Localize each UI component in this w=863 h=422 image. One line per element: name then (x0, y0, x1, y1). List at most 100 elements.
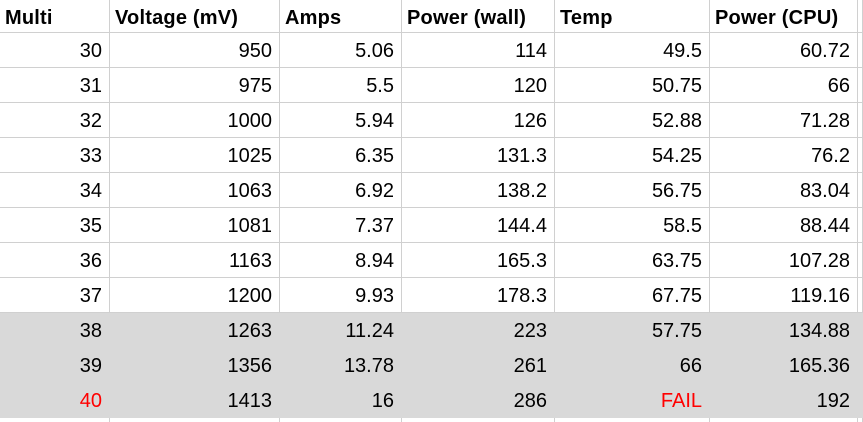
cell-power-cpu[interactable]: 66 (710, 68, 858, 103)
cell-power-wall[interactable]: 120 (402, 68, 555, 103)
cell-amps[interactable]: 6.92 (280, 173, 402, 208)
cell-empty (858, 243, 863, 278)
header-row: Multi Voltage (mV) Amps Power (wall) Tem… (0, 0, 863, 33)
column-header-power-wall[interactable]: Power (wall) (402, 0, 555, 33)
cell-multi[interactable]: 36 (0, 243, 110, 278)
cell-amps[interactable]: 8.94 (280, 243, 402, 278)
cell-power-cpu[interactable]: 192 (710, 383, 858, 418)
cell-temp[interactable]: 58.5 (555, 208, 710, 243)
cell-multi[interactable]: 31 (0, 68, 110, 103)
cell-temp[interactable]: 66 (555, 348, 710, 383)
cell-empty (710, 418, 858, 422)
cell-amps[interactable]: 5.5 (280, 68, 402, 103)
table-row: 37 1200 9.93 178.3 67.75 119.16 (0, 278, 863, 313)
cell-temp[interactable]: 63.75 (555, 243, 710, 278)
cell-empty (858, 278, 863, 313)
cell-power-wall[interactable]: 114 (402, 33, 555, 68)
cell-empty (858, 33, 863, 68)
table-row: 40 1413 16 286 FAIL 192 (0, 383, 863, 418)
cell-empty (858, 68, 863, 103)
cell-empty (858, 138, 863, 173)
cell-temp[interactable]: 52.88 (555, 103, 710, 138)
cell-amps[interactable]: 11.24 (280, 313, 402, 348)
cell-multi[interactable]: 35 (0, 208, 110, 243)
cell-power-cpu[interactable]: 88.44 (710, 208, 858, 243)
table-row: 35 1081 7.37 144.4 58.5 88.44 (0, 208, 863, 243)
cell-voltage[interactable]: 1000 (110, 103, 280, 138)
column-header-multi[interactable]: Multi (0, 0, 110, 33)
cell-temp[interactable]: 54.25 (555, 138, 710, 173)
cell-empty (110, 418, 280, 422)
cell-voltage[interactable]: 1413 (110, 383, 280, 418)
table-row: 30 950 5.06 114 49.5 60.72 (0, 33, 863, 68)
cell-multi[interactable]: 30 (0, 33, 110, 68)
cell-power-wall[interactable]: 286 (402, 383, 555, 418)
cell-power-wall[interactable]: 165.3 (402, 243, 555, 278)
table-row: 31 975 5.5 120 50.75 66 (0, 68, 863, 103)
cell-multi[interactable]: 32 (0, 103, 110, 138)
cell-voltage[interactable]: 975 (110, 68, 280, 103)
cell-amps[interactable]: 13.78 (280, 348, 402, 383)
column-header-voltage[interactable]: Voltage (mV) (110, 0, 280, 33)
cell-empty (555, 418, 710, 422)
cell-amps[interactable]: 16 (280, 383, 402, 418)
cell-power-cpu[interactable]: 60.72 (710, 33, 858, 68)
cell-power-wall[interactable]: 131.3 (402, 138, 555, 173)
cell-amps[interactable]: 5.94 (280, 103, 402, 138)
column-header-power-cpu[interactable]: Power (CPU) (710, 0, 858, 33)
cell-voltage[interactable]: 1200 (110, 278, 280, 313)
cell-power-cpu[interactable]: 76.2 (710, 138, 858, 173)
cell-power-cpu[interactable]: 107.28 (710, 243, 858, 278)
cell-multi[interactable]: 38 (0, 313, 110, 348)
cell-temp[interactable]: 49.5 (555, 33, 710, 68)
cell-voltage[interactable]: 1263 (110, 313, 280, 348)
cell-temp[interactable]: 67.75 (555, 278, 710, 313)
cell-voltage[interactable]: 1063 (110, 173, 280, 208)
table-row: 36 1163 8.94 165.3 63.75 107.28 (0, 243, 863, 278)
cell-empty (280, 418, 402, 422)
table-body: 30 950 5.06 114 49.5 60.72 31 975 5.5 12… (0, 33, 863, 418)
cell-amps[interactable]: 9.93 (280, 278, 402, 313)
cell-empty (858, 0, 863, 33)
cell-power-wall[interactable]: 126 (402, 103, 555, 138)
cell-power-wall[interactable]: 138.2 (402, 173, 555, 208)
cell-empty (858, 348, 863, 383)
column-header-temp[interactable]: Temp (555, 0, 710, 33)
cell-power-wall[interactable]: 178.3 (402, 278, 555, 313)
cell-empty (858, 313, 863, 348)
table-row: 34 1063 6.92 138.2 56.75 83.04 (0, 173, 863, 208)
cell-multi[interactable]: 34 (0, 173, 110, 208)
cell-empty (858, 103, 863, 138)
cell-multi[interactable]: 40 (0, 383, 110, 418)
cell-temp[interactable]: 56.75 (555, 173, 710, 208)
cell-empty (402, 418, 555, 422)
cell-power-cpu[interactable]: 165.36 (710, 348, 858, 383)
cell-voltage[interactable]: 1356 (110, 348, 280, 383)
cell-power-wall[interactable]: 144.4 (402, 208, 555, 243)
cell-empty (0, 418, 110, 422)
cell-multi[interactable]: 33 (0, 138, 110, 173)
cell-multi[interactable]: 39 (0, 348, 110, 383)
cell-voltage[interactable]: 1025 (110, 138, 280, 173)
cell-power-wall[interactable]: 261 (402, 348, 555, 383)
cell-power-wall[interactable]: 223 (402, 313, 555, 348)
cell-multi[interactable]: 37 (0, 278, 110, 313)
table-row: 32 1000 5.94 126 52.88 71.28 (0, 103, 863, 138)
cell-temp[interactable]: 50.75 (555, 68, 710, 103)
cell-power-cpu[interactable]: 119.16 (710, 278, 858, 313)
table-row: 39 1356 13.78 261 66 165.36 (0, 348, 863, 383)
cell-voltage[interactable]: 950 (110, 33, 280, 68)
cell-amps[interactable]: 7.37 (280, 208, 402, 243)
cell-voltage[interactable]: 1081 (110, 208, 280, 243)
cell-power-cpu[interactable]: 134.88 (710, 313, 858, 348)
cell-amps[interactable]: 5.06 (280, 33, 402, 68)
cell-empty (858, 208, 863, 243)
cell-temp[interactable]: 57.75 (555, 313, 710, 348)
column-header-amps[interactable]: Amps (280, 0, 402, 33)
cell-temp[interactable]: FAIL (555, 383, 710, 418)
cell-power-cpu[interactable]: 71.28 (710, 103, 858, 138)
cell-amps[interactable]: 6.35 (280, 138, 402, 173)
cell-power-cpu[interactable]: 83.04 (710, 173, 858, 208)
cell-voltage[interactable]: 1163 (110, 243, 280, 278)
